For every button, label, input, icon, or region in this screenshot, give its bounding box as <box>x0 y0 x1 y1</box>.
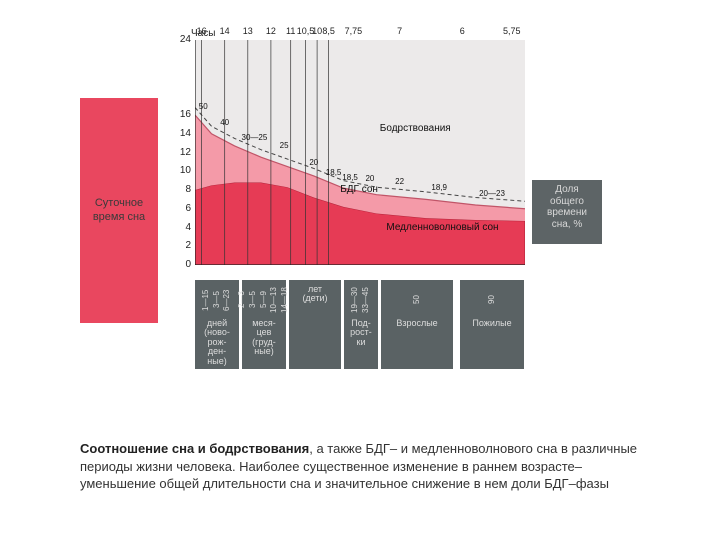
age-group-box: 19—3033—45Под-рост-ки <box>344 280 378 369</box>
series-value-label: 22 <box>395 177 404 186</box>
y-tick: 24 <box>173 34 191 45</box>
top-hours-tick: 6 <box>460 26 465 36</box>
series-value-label: 30—25 <box>241 133 267 142</box>
top-hours-tick: 8,5 <box>322 26 335 36</box>
top-hours-tick: 14 <box>220 26 230 36</box>
chart-area: Суточное время сна Часы 0246810121416241… <box>80 30 620 410</box>
region-label: БДГ сон <box>340 184 378 195</box>
plot: Часы 024681012141624161413121110,5108,57… <box>195 40 525 265</box>
right-percent-box: Доляобщеговременисна, % <box>532 180 602 244</box>
left-side-bar-label: Суточное время сна <box>80 197 158 223</box>
y-tick: 8 <box>173 184 191 195</box>
age-group-box: 1—153—56—23дней(ново-рож-ден-ные) <box>195 280 239 369</box>
age-group-box: 50Взрослые <box>381 280 453 369</box>
region-label: Бодрствования <box>380 123 451 134</box>
top-hours-tick: 10 <box>312 26 322 36</box>
age-group-box: лет(дети) <box>289 280 341 369</box>
series-value-label: 20—23 <box>479 189 505 198</box>
y-tick: 14 <box>173 128 191 139</box>
series-value-label: 20 <box>365 174 374 183</box>
series-value-label: 25 <box>280 141 289 150</box>
region-label: Медленноволновый сон <box>386 222 498 233</box>
top-hours-tick: 7,75 <box>345 26 363 36</box>
age-group-box: 90Пожилые <box>460 280 524 369</box>
y-tick: 10 <box>173 165 191 176</box>
top-hours-tick: 5,75 <box>503 26 521 36</box>
series-value-label: 18,5 <box>342 173 358 182</box>
top-hours-tick: 11 <box>286 26 295 36</box>
top-hours-tick: 16 <box>197 26 207 36</box>
y-tick: 6 <box>173 203 191 214</box>
y-tick: 2 <box>173 240 191 251</box>
top-hours-tick: 12 <box>266 26 276 36</box>
left-side-bar: Суточное время сна <box>80 98 158 323</box>
y-tick: 0 <box>173 259 191 270</box>
caption-bold: Соотношение сна и бодрствования <box>80 441 309 456</box>
y-tick: 4 <box>173 222 191 233</box>
series-value-label: 40 <box>220 118 229 127</box>
page: Суточное время сна Часы 0246810121416241… <box>0 0 720 540</box>
series-value-label: 20 <box>309 158 318 167</box>
series-value-label: 18,5 <box>326 168 342 177</box>
top-hours-tick: 7 <box>397 26 402 36</box>
caption: Соотношение сна и бодрствования, а также… <box>80 440 640 493</box>
age-group-box: 2—33—55—910—1314—18меся-цев(груд-ные) <box>242 280 286 369</box>
series-value-label: 18,9 <box>431 183 447 192</box>
y-tick: 16 <box>173 109 191 120</box>
y-tick: 12 <box>173 147 191 158</box>
series-value-label: 50 <box>199 102 208 111</box>
top-hours-tick: 13 <box>243 26 253 36</box>
